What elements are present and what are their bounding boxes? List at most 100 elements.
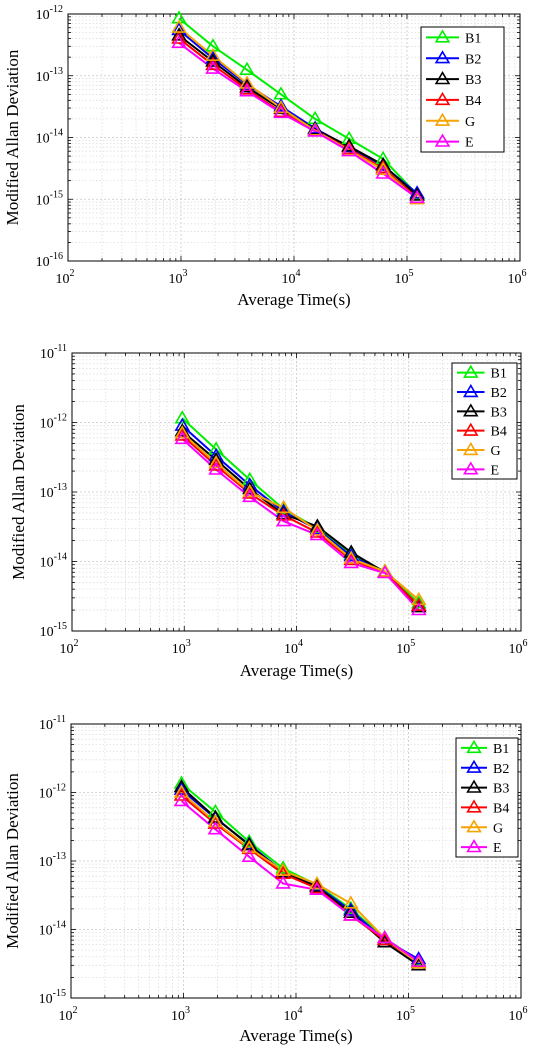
x-tick-label: 104 xyxy=(282,268,301,287)
y-tick-label-base: 10 xyxy=(39,787,53,802)
data-point-g xyxy=(343,550,359,564)
legend-label: B4 xyxy=(491,425,507,440)
legend-label: B3 xyxy=(493,782,509,797)
x-tick-label: 105 xyxy=(395,268,414,287)
x-tick-label-base: 10 xyxy=(171,1009,185,1024)
x-tick-label-base: 10 xyxy=(56,272,70,287)
data-point-e xyxy=(343,907,359,921)
legend-marker-g xyxy=(463,441,479,456)
data-point-g xyxy=(275,862,291,877)
legend-box xyxy=(455,737,519,858)
data-point-b1 xyxy=(174,410,190,424)
y-tick-label-base: 10 xyxy=(39,718,53,733)
data-point-b4 xyxy=(207,815,224,829)
chart-1: 102 103 104 105 10610-1610-1510-1410-1310-12… xyxy=(3,4,527,309)
x-tick-label: 106 xyxy=(509,638,528,657)
x-tick-label-base: 10 xyxy=(396,642,410,657)
legend-marker-g xyxy=(466,819,482,833)
data-point-g xyxy=(207,814,224,828)
x-tick-label: 105 xyxy=(396,1005,415,1024)
data-point-g xyxy=(239,75,255,89)
x-tick-label-base: 10 xyxy=(59,1009,73,1024)
data-point-b4 xyxy=(208,457,224,471)
data-point-b3 xyxy=(375,156,391,171)
data-point-g xyxy=(173,784,190,798)
x-tick-label-base: 10 xyxy=(60,642,74,657)
x-tick-label: 103 xyxy=(172,638,191,657)
x-tick-label-base: 10 xyxy=(284,642,298,657)
data-point-g xyxy=(410,955,427,969)
series-group xyxy=(171,10,425,205)
data-point-e xyxy=(410,953,427,967)
data-point-b4 xyxy=(275,507,292,521)
data-point-b2 xyxy=(343,547,359,562)
y-tick-label: 10-16 xyxy=(36,251,63,270)
legend-label: B4 xyxy=(493,801,509,816)
data-point-e xyxy=(242,488,258,503)
y-tick-label: 10-14 xyxy=(36,128,63,147)
x-tick-label: 102 xyxy=(60,638,79,657)
data-point-b4 xyxy=(173,787,190,801)
data-point-b1 xyxy=(410,595,427,609)
legend-marker-b2 xyxy=(434,50,451,64)
x-tick-label: 102 xyxy=(59,1005,78,1024)
legend-label: B1 xyxy=(493,742,509,757)
data-point-b3 xyxy=(242,481,258,495)
x-tick-label-base: 10 xyxy=(508,272,522,287)
y-tick-label-base: 10 xyxy=(36,132,50,147)
series-group xyxy=(173,775,427,971)
x-tick-label-exponent: 2 xyxy=(73,1005,78,1016)
y-tick-label-exponent: -15 xyxy=(53,988,66,999)
data-point-b3 xyxy=(376,934,393,948)
y-tick-label-exponent: -12 xyxy=(53,783,66,794)
data-point-b3 xyxy=(173,779,190,793)
data-point-e xyxy=(174,430,190,445)
x-tick-label-base: 10 xyxy=(169,272,183,287)
data-point-b4 xyxy=(309,524,326,538)
data-point-b3 xyxy=(239,79,255,93)
legend-box xyxy=(420,26,505,153)
y-tick-label-exponent: -15 xyxy=(50,189,63,200)
data-point-e xyxy=(207,821,224,835)
data-point-g xyxy=(171,19,187,33)
x-tick-label: 106 xyxy=(508,268,527,287)
x-tick-label-base: 10 xyxy=(395,272,409,287)
legend-label: G xyxy=(493,821,503,836)
legend: B1 B2 B3 B4 GE xyxy=(451,362,518,480)
x-tick-label-base: 10 xyxy=(509,642,523,657)
x-tick-label: 103 xyxy=(169,268,188,287)
data-point-e xyxy=(343,555,360,569)
x-tick-label-base: 10 xyxy=(284,1009,298,1024)
y-tick-label-exponent: -15 xyxy=(54,621,67,632)
y-tick-label-exponent: -14 xyxy=(50,128,63,139)
x-tick-label-exponent: 6 xyxy=(522,268,527,279)
legend: B1 B2 B3 B4 GE xyxy=(455,737,519,858)
x-tick-label-base: 10 xyxy=(282,272,296,287)
legend-label: B3 xyxy=(465,73,481,88)
y-tick-label-base: 10 xyxy=(40,486,54,501)
x-tick-label-exponent: 3 xyxy=(183,268,188,279)
data-point-e xyxy=(376,930,393,944)
legend-label: G xyxy=(465,115,475,130)
legend: B1 B2 B3 B4 GE xyxy=(420,26,505,153)
data-point-b2 xyxy=(343,902,359,916)
data-point-b2 xyxy=(171,22,187,36)
data-point-g xyxy=(242,483,258,498)
x-tick-label-exponent: 5 xyxy=(409,268,414,279)
y-tick-label-base: 10 xyxy=(39,924,53,939)
legend-marker-e xyxy=(466,839,482,853)
legend-label: B3 xyxy=(491,405,507,420)
y-axis-label: Modified Allan Deviation xyxy=(3,773,22,949)
x-tick-label: 106 xyxy=(509,1005,528,1024)
legend-marker-e xyxy=(434,133,451,147)
data-point-e xyxy=(241,848,258,863)
data-point-e xyxy=(377,565,393,579)
legend-marker-b1 xyxy=(466,739,482,754)
legend-box xyxy=(451,362,518,480)
data-point-e xyxy=(208,461,224,475)
y-tick-label: 10-13 xyxy=(36,66,63,85)
data-point-b3 xyxy=(341,138,357,152)
legend-label: B2 xyxy=(465,52,481,67)
y-tick-label-exponent: -13 xyxy=(54,482,67,493)
